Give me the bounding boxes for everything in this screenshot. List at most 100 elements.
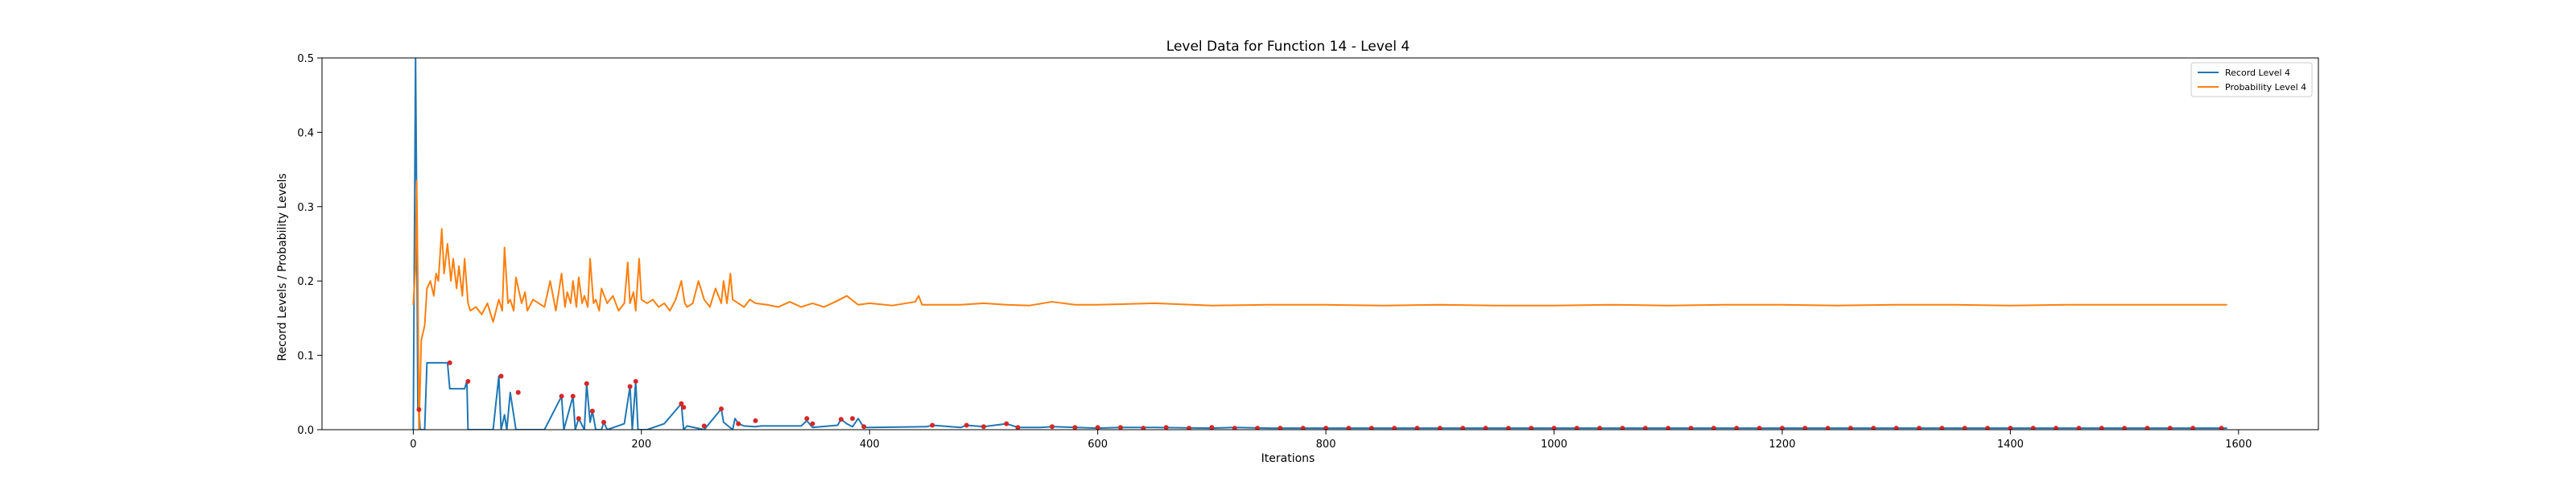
- record-point-marker: [753, 418, 758, 423]
- record-point-marker: [1015, 425, 1021, 430]
- probability-level-series-line: [412, 179, 2227, 430]
- record-point-marker: [589, 408, 595, 414]
- record-point-marker: [416, 407, 422, 413]
- record-point-marker: [736, 421, 741, 426]
- record-point-marker: [2190, 426, 2196, 430]
- record-point-marker: [1620, 426, 1625, 430]
- record-point-marker: [1825, 426, 1831, 430]
- record-point-marker: [1597, 426, 1603, 430]
- record-point-marker: [1414, 426, 1420, 430]
- legend-box: [2190, 62, 2313, 97]
- y-tick-label: 0.4: [297, 127, 314, 139]
- record-point-marker: [964, 422, 969, 428]
- record-point-marker: [849, 416, 855, 422]
- record-point-marker: [1529, 426, 1534, 430]
- record-point-marker: [570, 393, 576, 399]
- record-point-marker: [1095, 425, 1100, 430]
- record-point-marker: [2145, 426, 2150, 430]
- record-point-marker: [719, 406, 724, 412]
- x-tick-label: 1400: [1997, 439, 2024, 451]
- record-point-marker: [1962, 426, 1967, 430]
- record-point-marker: [515, 389, 521, 395]
- record-point-marker: [681, 405, 687, 410]
- chart-title: Level Data for Function 14 - Level 4: [1166, 39, 1410, 55]
- record-point-marker: [679, 401, 684, 406]
- legend: Record Level 4 Probability Level 4: [2190, 62, 2313, 97]
- record-point-marker: [465, 378, 471, 384]
- record-point-marker: [1871, 426, 1876, 430]
- y-tick-label: 0.5: [297, 53, 314, 65]
- record-point-marker: [627, 384, 633, 389]
- record-point-marker: [2167, 426, 2173, 430]
- record-point-marker: [1323, 426, 1329, 430]
- record-point-marker: [633, 378, 638, 384]
- record-point-marker: [1666, 426, 1671, 430]
- record-point-marker: [1574, 426, 1579, 430]
- record-point-marker: [2219, 426, 2224, 430]
- record-point-marker: [1642, 426, 1648, 430]
- y-axis-ticks: 0.0 0.1 0.2 0.3 0.4 0.5: [297, 53, 322, 437]
- record-point-marker: [1392, 426, 1397, 430]
- record-point-marker: [1802, 426, 1808, 430]
- record-point-marker: [576, 416, 581, 422]
- x-tick-label: 1200: [1769, 439, 1795, 451]
- record-point-marker: [1483, 426, 1488, 430]
- y-tick-label: 0.1: [297, 351, 314, 363]
- record-point-marker: [1209, 425, 1215, 430]
- x-axis-ticks: 0 200 400 600 800 1000 1200 1400 1600: [410, 430, 2252, 451]
- x-tick-label: 200: [631, 439, 651, 451]
- record-point-marker: [498, 373, 504, 379]
- record-point-marker: [1505, 426, 1511, 430]
- record-point-marker: [1187, 426, 1192, 430]
- record-point-marker: [2054, 426, 2059, 430]
- record-point-marker: [1939, 426, 1945, 430]
- record-point-marker: [980, 424, 986, 430]
- record-point-marker: [1688, 426, 1694, 430]
- record-point-marker: [1893, 426, 1899, 430]
- record-point-marker: [1917, 426, 1922, 430]
- record-point-marker: [1278, 426, 1283, 430]
- record-point-marker: [804, 416, 810, 422]
- record-point-marker: [2122, 426, 2128, 430]
- record-point-marker: [1460, 426, 1466, 430]
- record-point-marker: [1232, 426, 1237, 430]
- record-point-marker: [1734, 426, 1740, 430]
- record-point-marker: [559, 393, 564, 399]
- record-point-marker: [1118, 425, 1123, 430]
- record-point-marker: [930, 422, 935, 428]
- record-point-marker: [861, 424, 867, 430]
- record-point-marker: [701, 423, 707, 429]
- record-level-series-line: [412, 58, 2227, 430]
- record-point-marker: [1346, 426, 1352, 430]
- record-point-marker: [2076, 426, 2082, 430]
- x-tick-label: 0: [410, 439, 416, 451]
- record-point-marker: [1757, 426, 1762, 430]
- record-point-marker: [1368, 426, 1374, 430]
- y-axis-label: Record Levels / Probability Levels: [276, 173, 289, 360]
- record-point-marker: [1004, 421, 1009, 426]
- record-point-marker: [447, 360, 452, 365]
- y-tick-label: 0.3: [297, 202, 314, 214]
- plot-frame: [321, 57, 2319, 430]
- record-point-marker: [1163, 425, 1169, 430]
- x-tick-label: 1600: [2225, 439, 2252, 451]
- x-tick-label: 800: [1316, 439, 1336, 451]
- record-point-marker: [810, 421, 815, 426]
- y-tick-label: 0.2: [297, 276, 314, 288]
- record-point-marker: [1551, 426, 1557, 430]
- record-point-marker: [2099, 426, 2104, 430]
- record-point-marker: [1072, 425, 1078, 430]
- plot-area: [412, 58, 2227, 430]
- record-point-marker: [1847, 426, 1853, 430]
- record-point-marker: [2008, 426, 2013, 430]
- record-point-marker: [1049, 424, 1055, 430]
- record-point-marker: [1141, 426, 1146, 430]
- legend-label: Probability Level 4: [2225, 82, 2306, 93]
- record-point-marker: [1985, 426, 1991, 430]
- record-point-marker: [2030, 426, 2036, 430]
- x-axis-label: Iterations: [1261, 452, 1315, 465]
- record-point-marker: [1437, 426, 1443, 430]
- record-point-marker: [601, 419, 607, 425]
